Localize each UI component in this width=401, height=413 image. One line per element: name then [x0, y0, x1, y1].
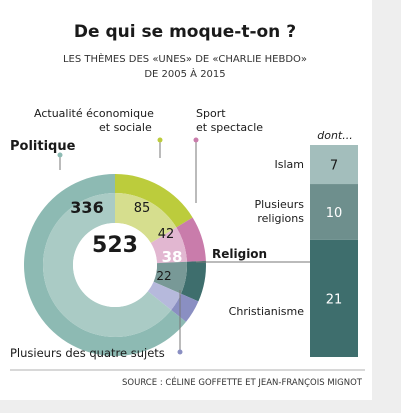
stack-segment-christianisme	[310, 239, 358, 357]
chart-title: De qui se moque-t-on ?	[74, 22, 296, 42]
stack-label-christianisme: Christianisme	[229, 305, 305, 318]
chart-subtitle-line2: DE 2005 À 2015	[144, 67, 225, 80]
slice-inner-politique	[43, 192, 172, 337]
slice-value-sport: 42	[158, 227, 175, 242]
donut-hole	[73, 223, 157, 307]
stack-label-plusieurs-line2: religions	[257, 212, 304, 225]
stack-label-islam: Islam	[275, 158, 305, 171]
label-economie-line2: et sociale	[99, 121, 152, 134]
slice-inner-plusieurs	[147, 281, 181, 311]
stack-heading: dont...	[317, 129, 353, 142]
slice-outer-plusieurs	[171, 293, 199, 322]
slice-value-religion: 38	[162, 248, 183, 266]
leader-dot-politique	[57, 152, 63, 158]
label-sport-line1: Sport	[196, 107, 226, 120]
slice-value-economie: 85	[134, 201, 151, 216]
donut-total: 523	[92, 233, 138, 258]
stack-segment-plusieurs-religions	[310, 184, 358, 240]
slice-outer-religion	[180, 260, 207, 302]
slice-inner-economie	[115, 193, 177, 244]
stack-value-christianisme: 21	[326, 292, 343, 307]
leader-dot-sport	[193, 137, 199, 143]
slice-inner-religion	[153, 261, 187, 294]
stack-label-plusieurs-line1: Plusieurs	[255, 198, 305, 211]
label-plusieurs: Plusieurs des quatre sujets	[10, 346, 165, 360]
slice-value-politique: 336	[70, 198, 103, 217]
stack-value-islam: 7	[330, 159, 338, 174]
donut-inner-ring	[43, 192, 187, 337]
label-economie-line1: Actualité économique	[34, 107, 154, 120]
slice-outer-sport	[176, 217, 206, 262]
donut-outer-ring	[24, 174, 207, 356]
source-note: SOURCE : CÉLINE GOFFETTE ET JEAN-FRANÇOI…	[122, 376, 363, 388]
leader-dot-economie	[157, 137, 163, 143]
label-politique: Politique	[10, 139, 76, 154]
label-sport-line2: et spectacle	[196, 121, 263, 134]
slice-inner-sport	[150, 227, 187, 264]
stacked-column	[310, 145, 358, 357]
slice-value-plusieurs: 22	[156, 269, 171, 283]
stack-segment-islam	[310, 145, 358, 185]
leader-dot-plusieurs	[177, 349, 183, 355]
stack-value-plusieurs-religions: 10	[326, 206, 343, 221]
stack-values: 7 10 21	[326, 159, 343, 308]
chart-subtitle-line1: LES THÈMES DES «UNES» DE «CHARLIE HEBDO»	[63, 52, 307, 65]
label-religion: Religion	[212, 247, 267, 261]
slice-outer-economie	[115, 174, 193, 228]
